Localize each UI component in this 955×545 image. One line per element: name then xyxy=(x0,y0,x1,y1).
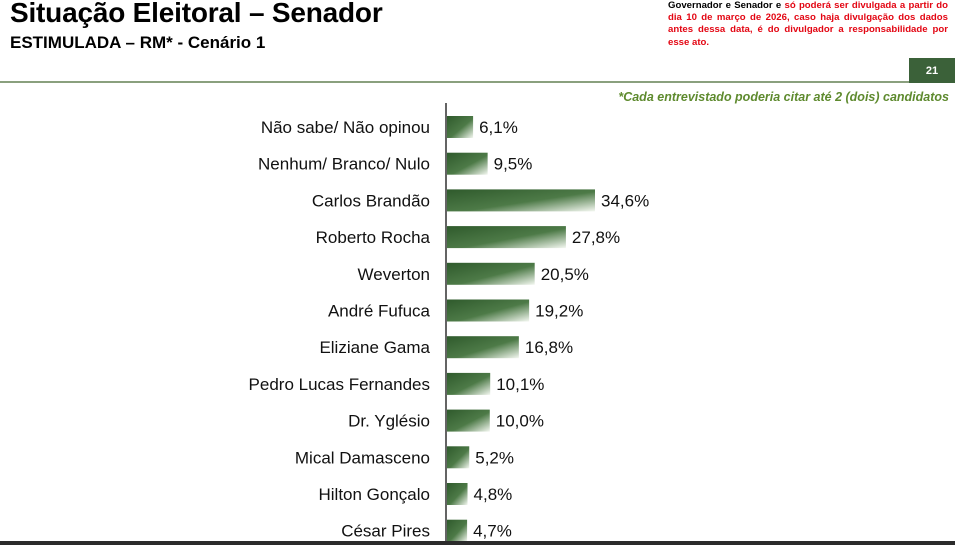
bar-value-label: 5,2% xyxy=(475,448,514,467)
category-label: Hilton Gonçalo xyxy=(318,485,430,504)
category-label: Eliziane Gama xyxy=(319,338,430,357)
bar-value-label: 10,0% xyxy=(496,412,544,431)
category-label: Não sabe/ Não opinou xyxy=(261,118,430,137)
page-title: Situação Eleitoral – Senador xyxy=(10,0,383,28)
category-label: Mical Damasceno xyxy=(295,448,430,467)
bar xyxy=(447,336,519,359)
bar-value-label: 4,8% xyxy=(474,485,513,504)
bar-value-label: 19,2% xyxy=(535,302,583,321)
bar xyxy=(447,519,468,542)
bar-value-label: 27,8% xyxy=(572,228,620,247)
page-subtitle: ESTIMULADA – RM* - Cenário 1 xyxy=(10,33,266,52)
category-label: Carlos Brandão xyxy=(312,191,430,210)
bar xyxy=(447,152,488,175)
category-label: Pedro Lucas Fernandes xyxy=(249,375,430,394)
bar xyxy=(447,262,535,285)
bar xyxy=(447,372,491,395)
notice-text-red: só poderá ser divulgada a partir do dia … xyxy=(668,0,948,48)
category-label: Dr. Yglésio xyxy=(348,412,430,431)
category-label: André Fufuca xyxy=(328,302,431,321)
bar xyxy=(447,226,566,249)
bar-value-label: 10,1% xyxy=(496,375,544,394)
category-label: César Pires xyxy=(341,522,430,541)
bar-value-label: 4,7% xyxy=(473,522,512,541)
bar-value-label: 20,5% xyxy=(541,265,589,284)
notice-text-black: Governador e Senador e xyxy=(668,0,785,11)
chart-footnote: *Cada entrevistado poderia citar até 2 (… xyxy=(618,90,949,104)
header-divider xyxy=(0,81,955,83)
bar xyxy=(447,483,468,505)
category-label: Roberto Rocha xyxy=(316,228,431,247)
category-label: Nenhum/ Branco/ Nulo xyxy=(258,155,430,174)
bar-value-label: 9,5% xyxy=(494,155,533,174)
disclosure-notice: Governador e Senador e só poderá ser div… xyxy=(668,0,948,49)
bar-value-label: 34,6% xyxy=(601,191,649,210)
bar xyxy=(447,446,470,469)
chart-bars: Não sabe/ Não opinou 6,1% Nenhum/ Branco/ … xyxy=(249,116,649,542)
footer-divider xyxy=(0,541,955,545)
bar xyxy=(447,116,474,138)
bar-value-label: 6,1% xyxy=(479,118,518,137)
page-number-badge: 21 xyxy=(909,58,955,83)
bar xyxy=(447,189,595,212)
category-label: Weverton xyxy=(358,265,430,284)
bar-value-label: 16,8% xyxy=(525,338,573,357)
bar xyxy=(447,409,490,432)
bar xyxy=(447,299,530,322)
